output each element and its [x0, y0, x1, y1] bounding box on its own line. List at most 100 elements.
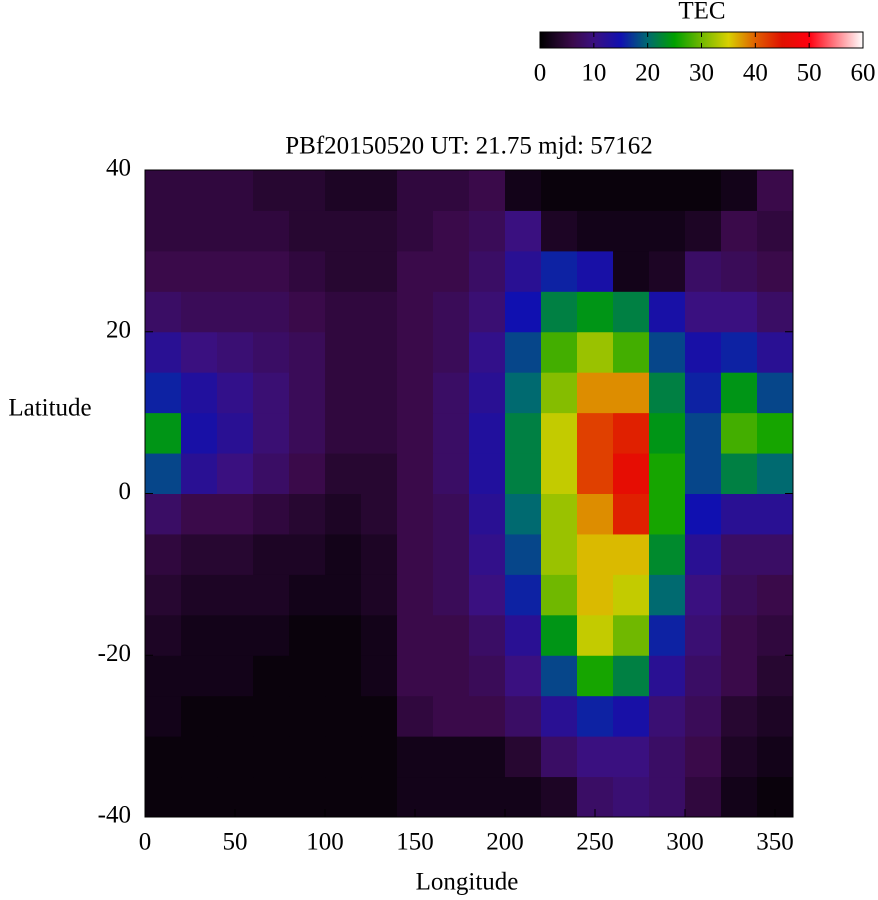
colorbar-tick-label: 10: [581, 60, 606, 87]
heatmap-cell: [721, 453, 758, 494]
heatmap-cell: [325, 776, 362, 818]
heatmap-cell: [685, 250, 722, 292]
heatmap-cell: [217, 453, 254, 494]
heatmap-cell: [145, 574, 182, 616]
heatmap-cell: [181, 736, 218, 778]
heatmap-cell: [721, 695, 758, 737]
heatmap-cell: [145, 695, 182, 737]
heatmap-cell: [469, 574, 506, 616]
heatmap-cell: [181, 412, 218, 454]
heatmap-cell: [397, 574, 434, 616]
heatmap-cell: [649, 372, 686, 414]
heatmap-cell: [253, 453, 290, 494]
heatmap-cell: [289, 412, 326, 454]
colorbar-label: TEC: [678, 0, 725, 25]
heatmap-cell: [685, 614, 722, 656]
heatmap-cell: [757, 736, 794, 778]
heatmap-cell: [469, 170, 506, 211]
heatmap-cell: [181, 533, 218, 575]
heatmap-cell: [469, 614, 506, 656]
heatmap-cell: [721, 372, 758, 414]
heatmap-cell: [649, 210, 686, 252]
heatmap-cell: [253, 614, 290, 656]
heatmap-cell: [181, 453, 218, 494]
heatmap-cell: [613, 412, 650, 454]
heatmap-cell: [253, 412, 290, 454]
heatmap-cell: [649, 412, 686, 454]
heatmap-cell: [469, 210, 506, 252]
heatmap-cell: [325, 533, 362, 575]
heatmap-cell: [145, 614, 182, 656]
heatmap-cell: [577, 453, 614, 494]
heatmap-cell: [397, 250, 434, 292]
heatmap-cell: [649, 695, 686, 737]
heatmap-cell: [649, 614, 686, 656]
heatmap-cell: [289, 736, 326, 778]
heatmap-cell: [289, 574, 326, 616]
colorbar-tick-label: 0: [534, 60, 547, 87]
heatmap-cell: [325, 170, 362, 211]
heatmap-cell: [685, 453, 722, 494]
heatmap-cell: [289, 614, 326, 656]
heatmap-cell: [361, 493, 398, 535]
heatmap-cell: [505, 210, 542, 252]
heatmap-cell: [217, 170, 254, 211]
heatmap-cell: [433, 655, 470, 697]
heatmap-cell: [757, 412, 794, 454]
heatmap-cell: [577, 736, 614, 778]
x-tick-label: 250: [576, 829, 614, 856]
colorbar-tick-label: 60: [851, 60, 876, 87]
heatmap-cell: [253, 250, 290, 292]
heatmap-cell: [577, 412, 614, 454]
heatmap-cell: [685, 412, 722, 454]
heatmap-cell: [253, 291, 290, 333]
heatmap-cell: [685, 695, 722, 737]
heatmap-cell: [505, 291, 542, 333]
heatmap-cell: [433, 250, 470, 292]
heatmap-cell: [541, 533, 578, 575]
heatmap-cell: [253, 695, 290, 737]
heatmap-cell: [577, 614, 614, 656]
heatmap-cell: [181, 776, 218, 818]
heatmap-cell: [757, 655, 794, 697]
heatmap-cell: [685, 655, 722, 697]
heatmap-cell: [145, 250, 182, 292]
x-tick-label: 200: [486, 829, 524, 856]
heatmap-cell: [577, 331, 614, 373]
heatmap-cell: [505, 533, 542, 575]
heatmap-cell: [757, 493, 794, 535]
heatmap-cell: [361, 453, 398, 494]
heatmap-cell: [505, 372, 542, 414]
heatmap-cell: [649, 533, 686, 575]
heatmap-cell: [469, 412, 506, 454]
heatmap-cell: [613, 655, 650, 697]
heatmap-cell: [433, 533, 470, 575]
heatmap-cell: [289, 372, 326, 414]
heatmap-cell: [613, 250, 650, 292]
heatmap-cell: [181, 655, 218, 697]
heatmap-cell: [613, 170, 650, 211]
heatmap-cell: [577, 291, 614, 333]
heatmap-cell: [145, 170, 182, 211]
heatmap-cell: [397, 493, 434, 535]
heatmap-cell: [397, 453, 434, 494]
heatmap-cell: [721, 776, 758, 818]
heatmap-cell: [361, 331, 398, 373]
heatmap-cell: [685, 291, 722, 333]
heatmap-cell: [721, 412, 758, 454]
heatmap-cell: [649, 453, 686, 494]
heatmap-cell: [325, 372, 362, 414]
heatmap-cell: [145, 655, 182, 697]
heatmap-cell: [505, 453, 542, 494]
heatmap-cell: [541, 574, 578, 616]
heatmap-cell: [541, 736, 578, 778]
heatmap-cell: [289, 250, 326, 292]
heatmap-cell: [253, 331, 290, 373]
heatmap-cell: [217, 614, 254, 656]
heatmap-cell: [613, 574, 650, 616]
heatmap-cell: [289, 695, 326, 737]
heatmap-cell: [181, 291, 218, 333]
heatmap-cell: [217, 655, 254, 697]
heatmap-cell: [757, 533, 794, 575]
